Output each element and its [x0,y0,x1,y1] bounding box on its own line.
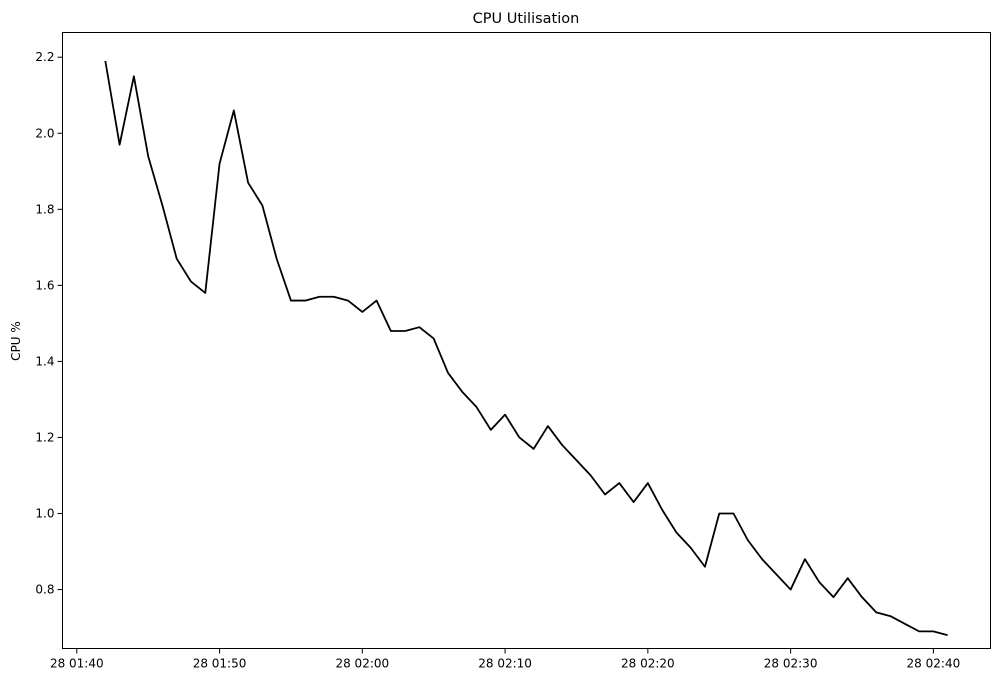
y-tick-label: 2.2 [35,50,54,64]
y-axis-label: CPU % [9,321,23,361]
y-axis: 0.8 1.0 1.2 1.4 1.6 1.8 2.0 2.2 [35,50,63,597]
y-tick-label: 1.2 [35,430,54,444]
x-tick-label: 28 02:20 [621,657,675,671]
y-tick-label: 2.0 [35,126,54,140]
x-tick-label: 28 01:50 [193,657,247,671]
x-tick-label: 28 02:40 [907,657,961,671]
chart-title: CPU Utilisation [473,11,580,27]
x-axis: 28 01:40 28 01:50 28 02:00 28 02:10 28 02:20… [50,648,961,671]
y-tick-label: 1.8 [35,202,54,216]
plot-area-frame [62,32,991,649]
y-tick-label: 1.4 [35,354,54,368]
y-tick-label: 1.6 [35,278,54,292]
x-tick-label: 28 02:30 [764,657,818,671]
x-tick-label: 28 01:40 [50,657,104,671]
series-line [104,60,948,637]
y-tick-label: 1.0 [35,507,54,521]
x-tick-label: 28 02:00 [335,657,389,671]
y-tick-label: 0.8 [35,583,54,597]
x-tick-label: 28 02:10 [478,657,532,671]
